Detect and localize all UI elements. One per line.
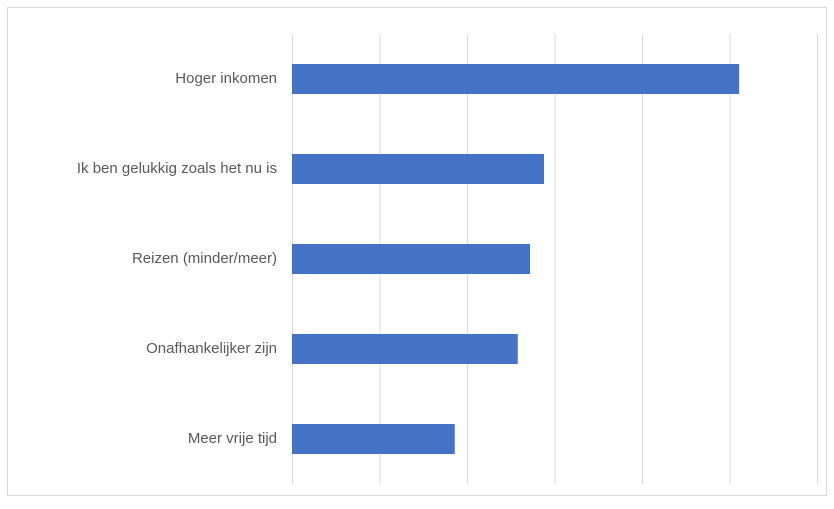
y-tick-label: Reizen (minder/meer) xyxy=(132,250,277,267)
y-tick-label: Onafhankelijker zijn xyxy=(146,340,277,357)
bar xyxy=(292,64,740,94)
y-tick-label: Meer vrije tijd xyxy=(188,430,277,447)
bar xyxy=(292,244,530,274)
y-tick-label: Hoger inkomen xyxy=(175,70,277,87)
bar xyxy=(292,154,544,184)
y-tick-label: Ik ben gelukkig zoals het nu is xyxy=(77,160,277,177)
bar xyxy=(292,334,518,364)
bar xyxy=(292,424,455,454)
